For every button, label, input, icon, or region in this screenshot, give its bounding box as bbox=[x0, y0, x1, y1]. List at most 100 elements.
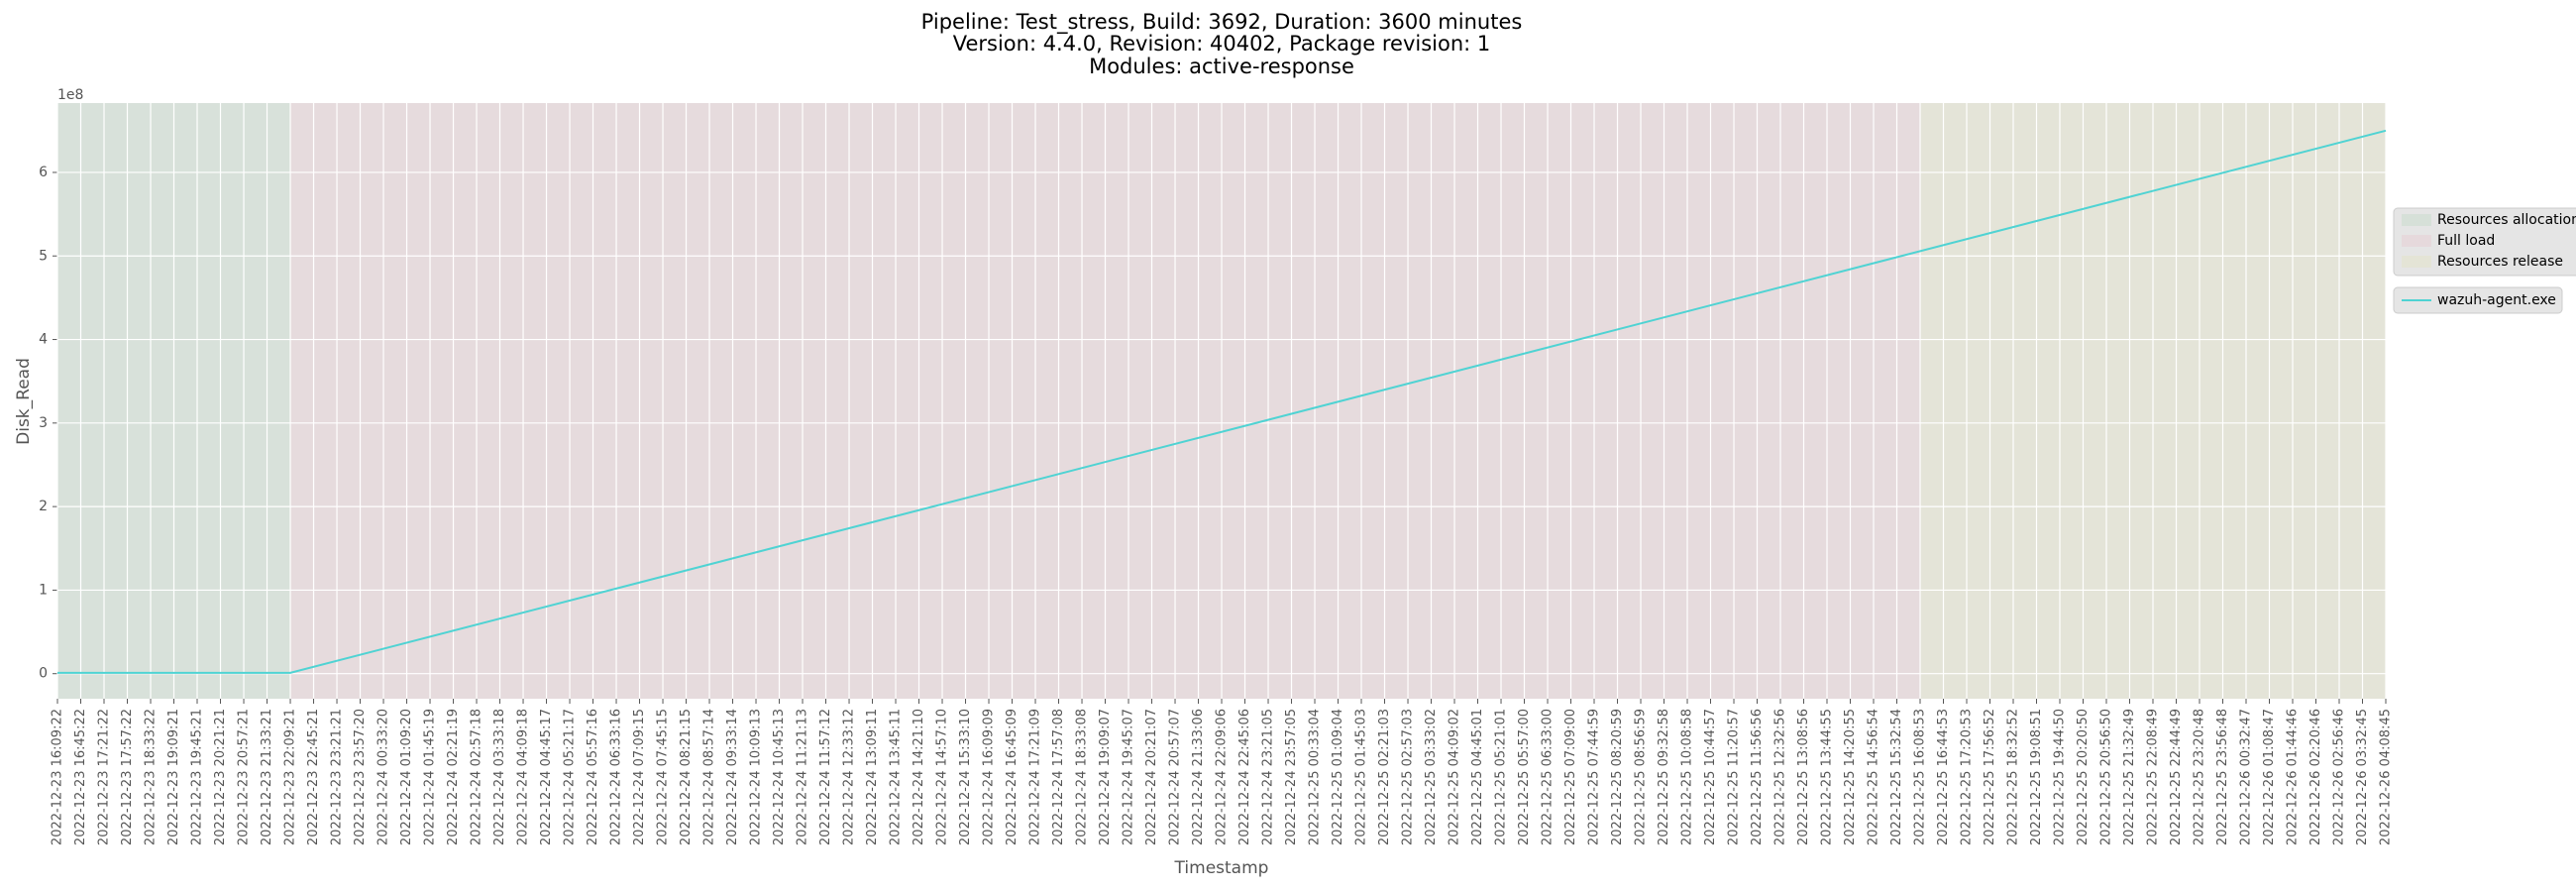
x-tick-label: 2022-12-25 13:44:55 bbox=[1820, 709, 1835, 845]
x-tick-label: 2022-12-25 21:32:49 bbox=[2122, 709, 2137, 845]
x-tick-label: 2022-12-24 02:57:18 bbox=[470, 709, 484, 845]
legend-label: wazuh-agent.exe bbox=[2437, 292, 2556, 308]
x-tick-label: 2022-12-25 06:33:00 bbox=[1541, 709, 1556, 845]
x-tick-label: 2022-12-24 12:33:12 bbox=[842, 709, 857, 845]
x-tick-label: 2022-12-25 20:20:50 bbox=[2076, 709, 2091, 845]
x-tick-label: 2022-12-24 04:09:18 bbox=[516, 709, 531, 845]
y-tick-label: 1 bbox=[39, 582, 48, 598]
x-tick-label: 2022-12-24 01:09:20 bbox=[399, 709, 414, 845]
x-tick-label: 2022-12-24 13:09:11 bbox=[865, 709, 880, 845]
data-line bbox=[57, 129, 2387, 674]
x-tick-label: 2022-12-24 22:45:06 bbox=[1237, 709, 1252, 845]
x-tick-label: 2022-12-24 19:45:07 bbox=[1122, 709, 1136, 845]
chart-title: Modules: active-response bbox=[1089, 55, 1354, 78]
x-tick-label: 2022-12-24 13:45:11 bbox=[889, 709, 904, 845]
x-tick-label: 2022-12-23 17:21:22 bbox=[97, 709, 112, 845]
y-axis-label: Disk_Read bbox=[14, 358, 34, 445]
y-tick-label: 0 bbox=[39, 666, 48, 682]
x-tick-label: 2022-12-23 16:45:22 bbox=[73, 709, 88, 845]
x-tick-label: 2022-12-25 14:56:54 bbox=[1867, 709, 1881, 845]
y-tick-label: 5 bbox=[39, 248, 48, 264]
x-tick-label: 2022-12-24 23:57:05 bbox=[1284, 709, 1299, 845]
x-tick-label: 2022-12-25 01:45:03 bbox=[1354, 709, 1369, 845]
x-tick-label: 2022-12-24 18:33:08 bbox=[1075, 709, 1090, 845]
x-axis-label: Timestamp bbox=[1174, 858, 1269, 878]
x-tick-label: 2022-12-25 07:44:59 bbox=[1587, 709, 1602, 845]
x-tick-label: 2022-12-23 19:45:21 bbox=[190, 709, 205, 845]
legend-box bbox=[2393, 207, 2576, 277]
x-tick-label: 2022-12-24 21:33:06 bbox=[1191, 709, 1206, 845]
x-tick-label: 2022-12-24 03:33:18 bbox=[492, 709, 507, 845]
x-tick-label: 2022-12-24 08:57:14 bbox=[702, 709, 717, 845]
x-tick-label: 2022-12-24 07:45:15 bbox=[656, 709, 671, 845]
x-tick-label: 2022-12-24 16:45:09 bbox=[1005, 709, 1020, 845]
y-offset-label: 1e8 bbox=[57, 87, 83, 103]
x-tick-label: 2022-12-25 04:09:02 bbox=[1448, 709, 1462, 845]
y-tick-label: 6 bbox=[39, 165, 48, 180]
x-tick-label: 2022-12-24 09:33:14 bbox=[725, 709, 740, 845]
x-tick-label: 2022-12-25 16:44:53 bbox=[1936, 709, 1951, 845]
legend-swatch bbox=[2402, 214, 2431, 226]
x-tick-label: 2022-12-25 22:08:49 bbox=[2146, 709, 2161, 845]
x-tick-label: 2022-12-24 20:57:07 bbox=[1168, 709, 1183, 845]
x-tick-label: 2022-12-24 19:09:07 bbox=[1098, 709, 1113, 845]
chart-title: Version: 4.4.0, Revision: 40402, Package… bbox=[953, 32, 1491, 56]
x-tick-label: 2022-12-25 20:56:50 bbox=[2099, 709, 2114, 845]
x-tick-label: 2022-12-24 00:33:20 bbox=[376, 709, 391, 845]
x-tick-label: 2022-12-25 10:08:58 bbox=[1680, 709, 1695, 845]
x-tick-label: 2022-12-25 00:33:04 bbox=[1308, 709, 1323, 845]
x-tick-label: 2022-12-25 17:56:52 bbox=[1983, 709, 1997, 845]
x-tick-label: 2022-12-24 14:57:10 bbox=[935, 709, 950, 845]
x-tick-label: 2022-12-23 20:21:21 bbox=[213, 709, 228, 845]
x-tick-label: 2022-12-25 10:44:57 bbox=[1703, 709, 1718, 845]
x-tick-label: 2022-12-26 03:32:45 bbox=[2355, 709, 2370, 845]
x-tick-label: 2022-12-25 22:44:49 bbox=[2169, 709, 2184, 845]
x-tick-label: 2022-12-23 23:57:20 bbox=[353, 709, 368, 845]
x-tick-label: 2022-12-25 07:09:00 bbox=[1563, 709, 1578, 845]
x-tick-label: 2022-12-25 03:33:02 bbox=[1424, 709, 1439, 845]
y-tick-label: 2 bbox=[39, 499, 48, 514]
x-tick-label: 2022-12-24 01:45:19 bbox=[423, 709, 438, 845]
chart-title: Pipeline: Test_stress, Build: 3692, Dura… bbox=[921, 10, 1523, 35]
x-tick-label: 2022-12-25 16:08:53 bbox=[1913, 709, 1928, 845]
x-tick-label: 2022-12-25 02:21:03 bbox=[1377, 709, 1392, 845]
x-tick-label: 2022-12-25 18:32:52 bbox=[2006, 709, 2021, 845]
legend-box bbox=[2393, 286, 2563, 314]
x-tick-label: 2022-12-23 19:09:21 bbox=[166, 709, 181, 845]
x-tick-label: 2022-12-26 04:08:45 bbox=[2379, 709, 2394, 845]
x-tick-label: 2022-12-25 11:20:57 bbox=[1727, 709, 1742, 845]
x-tick-label: 2022-12-24 10:45:13 bbox=[772, 709, 787, 845]
x-tick-label: 2022-12-24 23:21:05 bbox=[1261, 709, 1276, 845]
x-tick-label: 2022-12-23 23:21:21 bbox=[330, 709, 345, 845]
x-tick-label: 2022-12-24 08:21:15 bbox=[679, 709, 694, 845]
x-tick-label: 2022-12-24 11:57:12 bbox=[818, 709, 833, 845]
x-tick-label: 2022-12-24 10:09:13 bbox=[749, 709, 764, 845]
x-tick-label: 2022-12-23 20:57:21 bbox=[237, 709, 252, 845]
x-tick-label: 2022-12-24 06:33:16 bbox=[609, 709, 624, 845]
x-tick-label: 2022-12-26 01:08:47 bbox=[2262, 709, 2277, 845]
x-tick-label: 2022-12-24 14:21:10 bbox=[912, 709, 926, 845]
x-tick-label: 2022-12-24 16:09:09 bbox=[982, 709, 997, 845]
x-tick-label: 2022-12-24 02:21:19 bbox=[446, 709, 461, 845]
x-tick-label: 2022-12-25 12:32:56 bbox=[1773, 709, 1788, 845]
x-tick-label: 2022-12-25 02:57:03 bbox=[1401, 709, 1416, 845]
x-tick-label: 2022-12-25 19:44:50 bbox=[2052, 709, 2067, 845]
x-tick-label: 2022-12-26 00:32:47 bbox=[2238, 709, 2253, 845]
x-tick-label: 2022-12-25 08:20:59 bbox=[1610, 709, 1625, 845]
x-tick-label: 2022-12-25 17:20:53 bbox=[1960, 709, 1975, 845]
legend-label: Full load bbox=[2437, 233, 2495, 249]
legend-swatch bbox=[2402, 235, 2431, 247]
x-tick-label: 2022-12-25 04:45:01 bbox=[1470, 709, 1485, 845]
x-tick-label: 2022-12-23 17:57:22 bbox=[120, 709, 135, 845]
legend-label: Resources allocation bbox=[2437, 212, 2576, 228]
x-tick-label: 2022-12-25 14:20:55 bbox=[1843, 709, 1858, 845]
x-tick-label: 2022-12-24 04:45:17 bbox=[539, 709, 554, 845]
x-tick-label: 2022-12-24 05:21:17 bbox=[563, 709, 578, 845]
x-tick-label: 2022-12-24 07:09:15 bbox=[632, 709, 647, 845]
x-tick-label: 2022-12-25 13:08:56 bbox=[1796, 709, 1811, 845]
x-tick-label: 2022-12-24 17:21:09 bbox=[1028, 709, 1043, 845]
x-tick-label: 2022-12-23 21:33:21 bbox=[260, 709, 274, 845]
x-tick-label: 2022-12-23 22:09:21 bbox=[283, 709, 298, 845]
x-tick-label: 2022-12-26 01:44:46 bbox=[2285, 709, 2300, 845]
x-tick-label: 2022-12-25 19:08:51 bbox=[2029, 709, 2044, 845]
